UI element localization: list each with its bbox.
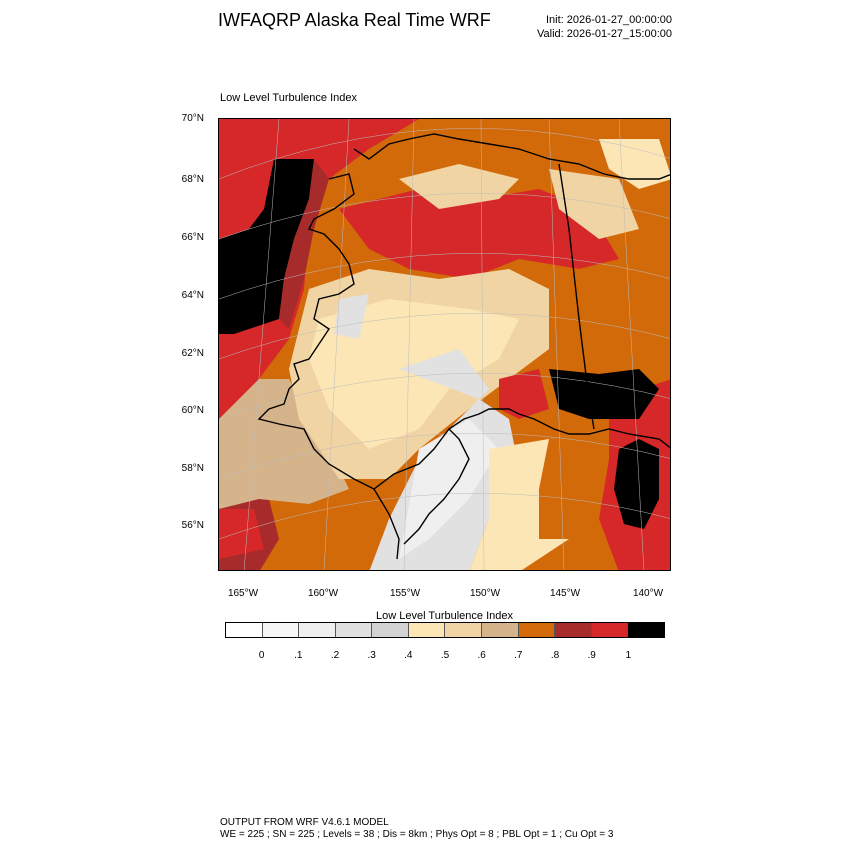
init-time: Init: 2026-01-27_00:00:00	[546, 14, 672, 26]
coastlines	[257, 133, 670, 560]
brooks-range-light	[399, 164, 519, 209]
colorbar-label: .6	[477, 650, 486, 661]
grey-patch-1	[334, 294, 369, 339]
colorbar-title: Low Level Turbulence Index	[376, 610, 513, 622]
colorbar-swatch-3	[335, 623, 373, 637]
black-patch-yukon	[549, 369, 659, 419]
lon-label-150w: 150°W	[469, 588, 501, 599]
lat-label-66n: 66°N	[181, 232, 204, 243]
lat-label-62n: 62°N	[181, 348, 204, 359]
colorbar-swatch-6	[445, 623, 483, 637]
colorbar-label: 0	[258, 650, 265, 661]
southwest-red-patch	[219, 509, 264, 559]
northeast-light	[549, 169, 639, 239]
footer-line-1: OUTPUT FROM WRF V4.6.1 MODEL	[220, 817, 389, 828]
lon-label-160w: 160°W	[307, 588, 339, 599]
lon-label-145w: 145°W	[549, 588, 581, 599]
lon-label-140w: 140°W	[632, 588, 664, 599]
lat-label-60n: 60°N	[181, 405, 204, 416]
colorbar-label: .2	[330, 650, 340, 661]
colorbar-swatch-9	[555, 623, 592, 637]
lon-label-165w: 165°W	[227, 588, 259, 599]
colorbar-swatch-7	[482, 623, 519, 637]
colorbar-swatch-11	[628, 623, 664, 637]
figure-title: IWFAQRP Alaska Real Time WRF	[218, 10, 491, 30]
turbulence-map	[219, 119, 670, 570]
plot-label: Low Level Turbulence Index	[220, 92, 357, 104]
run-info: Init: 2026-01-27_00:00:00 Valid: 2026-01…	[537, 13, 672, 41]
colorbar-label: .7	[514, 650, 523, 661]
grey-light-patch	[399, 419, 499, 559]
colorbar	[225, 622, 665, 638]
valid-time: Valid: 2026-01-27_15:00:00	[537, 28, 672, 40]
colorbar-swatch-0	[226, 623, 263, 637]
colorbar-label: .5	[440, 650, 450, 661]
red-patch-south	[499, 369, 549, 419]
lat-label-64n: 64°N	[181, 290, 204, 301]
colorbar-swatch-4	[372, 623, 409, 637]
black-patch-southeast	[614, 439, 659, 529]
colorbar-swatch-8	[518, 623, 556, 637]
graticule	[219, 119, 670, 570]
map-panel	[218, 118, 671, 571]
lat-label-68n: 68°N	[181, 174, 204, 185]
lat-label-58n: 58°N	[181, 463, 204, 474]
colorbar-label: .8	[550, 650, 560, 661]
dark-red-band	[279, 159, 329, 329]
colorbar-label: .3	[367, 650, 376, 661]
colorbar-label: 1	[625, 650, 632, 661]
lon-label-155w: 155°W	[389, 588, 421, 599]
lat-label-70n: 70°N	[181, 113, 204, 124]
black-patch-west	[219, 159, 314, 334]
gulf-orange	[539, 429, 609, 539]
model-footer: OUTPUT FROM WRF V4.6.1 MODEL WE = 225 ; …	[220, 817, 613, 841]
colorbar-label: .4	[404, 650, 413, 661]
colorbar-swatch-5	[408, 623, 446, 637]
beaufort-light	[599, 139, 670, 189]
colorbar-label: .1	[294, 650, 303, 661]
colorbar-swatch-2	[299, 623, 336, 637]
colorbar-label: .9	[587, 650, 596, 661]
colorbar-swatch-10	[591, 623, 629, 637]
colorbar-swatch-1	[262, 623, 300, 637]
lat-label-56n: 56°N	[181, 520, 204, 531]
footer-line-2: WE = 225 ; SN = 225 ; Levels = 38 ; Dis …	[220, 829, 614, 840]
